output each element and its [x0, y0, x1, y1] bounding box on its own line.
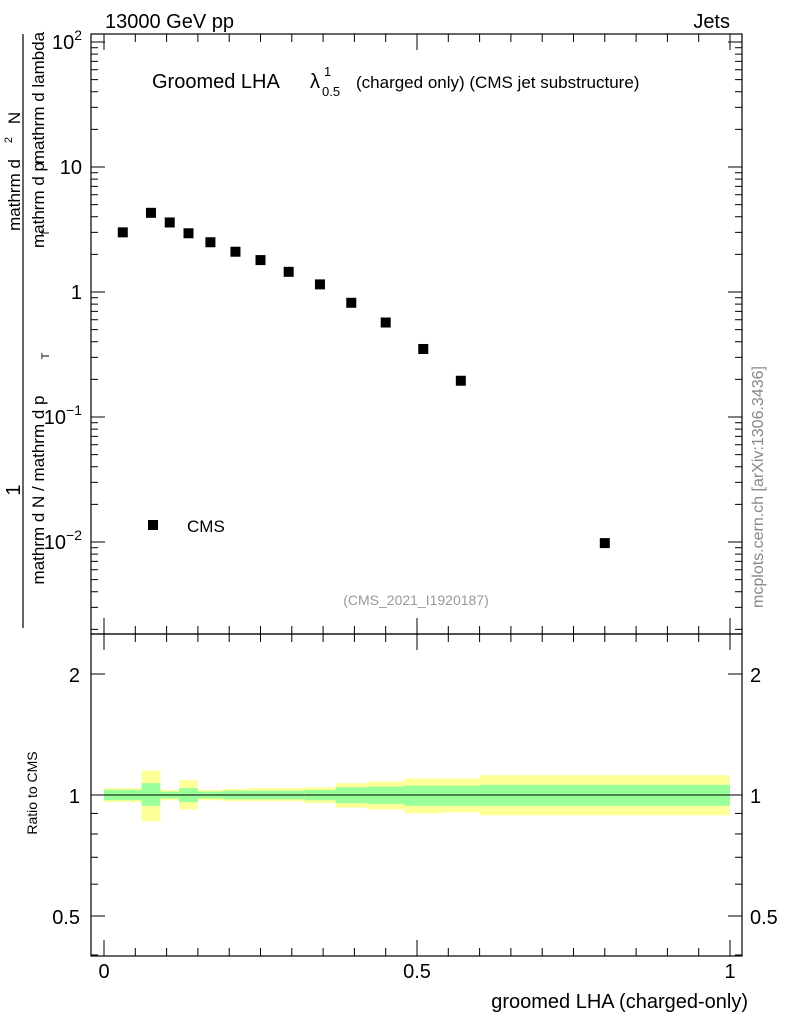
svg-text:T: T	[40, 229, 52, 236]
svg-text:1: 1	[324, 64, 331, 79]
x-ticks: 0 0.5 1	[98, 34, 736, 983]
ratio-y-ticks: 0.5 0.5 1 1 2 2	[52, 665, 778, 956]
x-tick-label: 0.5	[403, 961, 431, 983]
y-tick-label: 102	[52, 27, 82, 54]
main-y-ticks: 10−2 10−1 1 10 102	[44, 27, 742, 630]
data-markers	[117, 207, 610, 549]
data-point	[145, 207, 156, 218]
svg-text:mathrm d N / mathrm d p: mathrm d N / mathrm d p	[29, 396, 48, 585]
ratio-tick-label-left: 0.5	[52, 907, 80, 929]
y-tick-label: 10	[60, 157, 82, 179]
data-point	[205, 237, 216, 248]
data-point	[380, 317, 391, 328]
stat-uncertainty-band	[141, 783, 161, 806]
svg-text:λ: λ	[310, 71, 320, 93]
x-axis-label: groomed LHA (charged-only)	[491, 991, 748, 1013]
svg-text:mathrm d lambda: mathrm d lambda	[29, 31, 48, 164]
svg-text:mathrm d p: mathrm d p	[29, 162, 48, 248]
main-y-label: 1 mathrm d N / mathrm d p mathrm d p mat…	[3, 31, 52, 628]
svg-text:0.5: 0.5	[322, 84, 340, 99]
watermark: mcplots.cern.ch [arXiv:1306.3436]	[750, 366, 767, 608]
ratio-tick-label-left: 1	[69, 786, 80, 808]
y-tick-label: 10−2	[44, 527, 82, 554]
x-tick-label: 1	[724, 961, 735, 983]
data-point	[183, 228, 194, 239]
svg-text:(charged only) (CMS jet substr: (charged only) (CMS jet substructure)	[356, 73, 639, 92]
data-point	[455, 375, 466, 386]
stat-uncertainty-band	[442, 785, 480, 806]
y-tick-label: 10−1	[44, 402, 82, 429]
svg-text:Groomed LHA: Groomed LHA	[152, 71, 280, 93]
svg-text:N: N	[5, 112, 24, 124]
data-point	[164, 217, 175, 228]
data-point	[283, 266, 294, 277]
data-point	[599, 538, 610, 549]
data-point	[314, 279, 325, 290]
data-point	[418, 343, 429, 354]
x-tick-label: 0	[98, 961, 109, 983]
data-point	[117, 227, 128, 238]
ratio-tick-label-right: 0.5	[750, 907, 778, 929]
analysis-id: (CMS_2021_I1920187)	[343, 592, 489, 608]
energy-label: 13000 GeV pp	[105, 11, 234, 33]
legend-marker	[148, 520, 158, 530]
data-point	[346, 297, 357, 308]
y-tick-label: 1	[71, 282, 82, 304]
svg-text:T: T	[40, 352, 52, 359]
svg-text:mathrm d: mathrm d	[5, 159, 24, 231]
data-point	[255, 255, 266, 266]
ratio-y-label: Ratio to CMS	[24, 751, 40, 834]
ratio-tick-label-right: 2	[750, 665, 761, 687]
svg-text:2: 2	[3, 137, 15, 143]
main-plot-frame	[90, 33, 743, 635]
ratio-bands	[104, 770, 730, 822]
ratio-tick-label-left: 2	[69, 665, 80, 687]
legend-label: CMS	[187, 517, 225, 536]
svg-text:1: 1	[3, 484, 25, 495]
category-label: Jets	[693, 11, 730, 33]
data-point	[230, 246, 241, 257]
plot-title: Groomed LHA λ 1 0.5 (charged only) (CMS …	[152, 64, 639, 99]
stat-uncertainty-band	[404, 785, 443, 806]
ratio-tick-label-right: 1	[750, 786, 761, 808]
